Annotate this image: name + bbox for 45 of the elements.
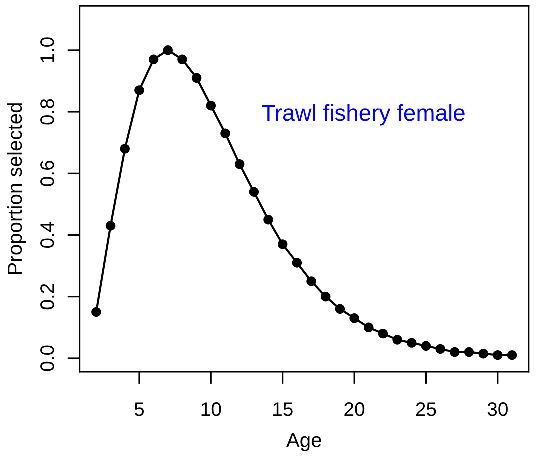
point xyxy=(392,335,402,345)
point xyxy=(234,160,245,170)
point xyxy=(206,101,216,111)
point xyxy=(220,128,230,138)
point xyxy=(507,350,518,360)
y-axis-title: Proportion selected xyxy=(7,104,26,274)
point xyxy=(249,187,260,197)
y-tick-label: 1.0 xyxy=(40,38,54,62)
y-tick-label: 0.6 xyxy=(40,160,54,186)
point xyxy=(134,86,144,96)
x-tick-label: 30 xyxy=(488,402,508,416)
point xyxy=(350,314,360,324)
x-tick-label: 20 xyxy=(344,402,365,416)
point xyxy=(264,214,274,225)
y-tick-label: 0.2 xyxy=(40,284,54,310)
point xyxy=(436,344,446,354)
annotation: Trawl fishery female xyxy=(262,104,465,126)
point xyxy=(421,341,432,351)
point xyxy=(120,144,130,154)
y-tick-label: 0.0 xyxy=(40,346,54,372)
point xyxy=(106,221,116,231)
point xyxy=(178,54,188,65)
point xyxy=(378,328,388,339)
point xyxy=(478,348,488,359)
point xyxy=(292,258,302,268)
x-tick-label: 25 xyxy=(416,402,436,416)
point xyxy=(192,73,202,83)
point xyxy=(364,322,374,333)
point xyxy=(92,307,102,318)
y-tick-label: 0.8 xyxy=(40,99,54,125)
point xyxy=(148,54,159,65)
point xyxy=(335,304,346,314)
point xyxy=(306,276,316,286)
point xyxy=(464,347,474,358)
x-axis-title: Age xyxy=(286,433,322,452)
point xyxy=(493,350,503,360)
point xyxy=(407,338,417,348)
point xyxy=(320,292,331,302)
point xyxy=(450,347,460,358)
x-tick-label: 15 xyxy=(274,402,293,416)
point xyxy=(163,46,174,56)
point xyxy=(278,240,288,250)
x-tick-label: 5 xyxy=(134,402,144,416)
x-tick-label: 10 xyxy=(202,402,222,416)
y-tick-label: 0.4 xyxy=(40,222,54,248)
